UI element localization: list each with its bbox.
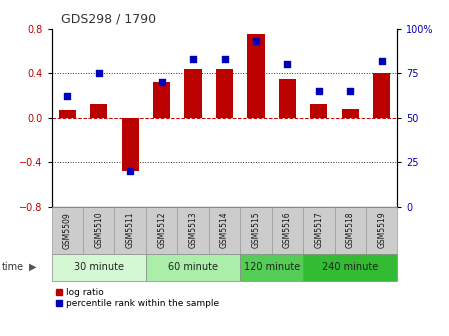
Bar	[114, 207, 146, 254]
Text: 30 minute: 30 minute	[74, 262, 124, 272]
Text: GSM5513: GSM5513	[189, 212, 198, 249]
Bar	[52, 254, 146, 281]
Bar	[240, 254, 303, 281]
Point	[284, 61, 291, 67]
Point	[221, 56, 228, 61]
Point	[378, 58, 385, 63]
Bar	[335, 207, 366, 254]
Text: time: time	[2, 262, 24, 272]
Bar	[303, 254, 397, 281]
Text: GSM5509: GSM5509	[63, 212, 72, 249]
Text: GSM5516: GSM5516	[283, 212, 292, 249]
Text: GSM5512: GSM5512	[157, 212, 166, 248]
Point	[189, 56, 197, 61]
Bar	[209, 207, 240, 254]
Bar	[177, 207, 209, 254]
Bar	[59, 110, 76, 118]
Legend: log ratio, percentile rank within the sample: log ratio, percentile rank within the sa…	[56, 288, 219, 308]
Bar	[272, 207, 303, 254]
Point	[347, 88, 354, 94]
Bar	[122, 118, 139, 171]
Text: GSM5519: GSM5519	[377, 212, 386, 249]
Point	[64, 93, 71, 99]
Bar	[373, 73, 390, 118]
Bar	[146, 207, 177, 254]
Point	[158, 79, 165, 85]
Bar	[216, 69, 233, 118]
Text: GDS298 / 1790: GDS298 / 1790	[61, 12, 156, 25]
Bar	[310, 104, 327, 118]
Bar	[83, 207, 114, 254]
Bar	[279, 79, 296, 118]
Point	[95, 71, 102, 76]
Bar	[153, 82, 170, 118]
Bar	[52, 207, 83, 254]
Text: 240 minute: 240 minute	[322, 262, 379, 272]
Point	[315, 88, 322, 94]
Bar	[247, 34, 264, 118]
Point	[127, 168, 134, 174]
Text: GSM5517: GSM5517	[314, 212, 323, 249]
Bar	[342, 109, 359, 118]
Point	[252, 38, 260, 44]
Bar	[240, 207, 272, 254]
Text: 120 minute: 120 minute	[243, 262, 300, 272]
Text: ▶: ▶	[29, 262, 37, 272]
Bar	[366, 207, 397, 254]
Text: GSM5511: GSM5511	[126, 212, 135, 248]
Text: 60 minute: 60 minute	[168, 262, 218, 272]
Text: GSM5514: GSM5514	[220, 212, 229, 249]
Text: GSM5510: GSM5510	[94, 212, 103, 249]
Bar	[90, 104, 107, 118]
Bar	[146, 254, 240, 281]
Text: GSM5518: GSM5518	[346, 212, 355, 248]
Text: GSM5515: GSM5515	[251, 212, 260, 249]
Bar	[303, 207, 335, 254]
Bar	[185, 69, 202, 118]
